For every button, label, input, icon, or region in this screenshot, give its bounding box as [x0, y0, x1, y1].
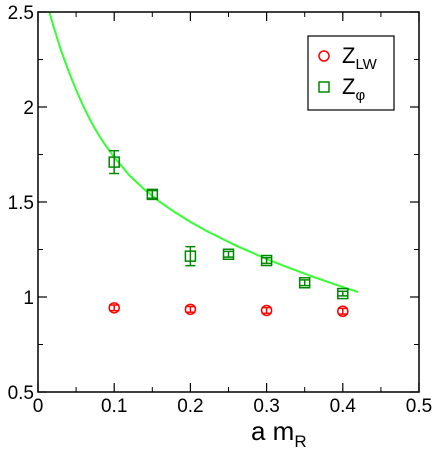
- x-tick-label: 0: [33, 396, 44, 417]
- data-point-square: [337, 287, 349, 300]
- legend-label: Zφ: [342, 74, 365, 104]
- x-tick-label: 0.2: [177, 396, 203, 417]
- legend-box: [307, 35, 395, 111]
- x-axis-label: a mR: [251, 416, 307, 451]
- data-point-square: [222, 248, 235, 260]
- x-tick-label: 0.3: [253, 396, 279, 417]
- data-point-square: [146, 188, 159, 201]
- data-point-circle: [108, 302, 120, 314]
- data-point-circle: [260, 304, 273, 317]
- data-point-circle: [337, 305, 349, 317]
- y-tick-label: 1.5: [8, 193, 34, 214]
- data-point-square: [260, 254, 273, 267]
- fit-curve: [48, 11, 359, 293]
- data-point-square: [108, 149, 120, 175]
- x-tick-label: 0.4: [330, 396, 357, 417]
- y-tick-label: 2: [23, 98, 34, 119]
- y-tick-label: 2.5: [8, 3, 34, 24]
- y-tick-label: 0.5: [8, 383, 34, 404]
- y-tick-label: 1: [23, 288, 34, 309]
- x-tick-label: 0.5: [406, 396, 432, 417]
- x-tick-label: 0.1: [101, 396, 127, 417]
- data-point-circle: [184, 303, 197, 316]
- legend-label: ZLW: [342, 43, 378, 73]
- legend-marker-circle: [318, 50, 330, 62]
- data-point-square: [298, 277, 311, 289]
- legend-marker-square: [318, 81, 330, 93]
- data-point-square: [184, 245, 197, 267]
